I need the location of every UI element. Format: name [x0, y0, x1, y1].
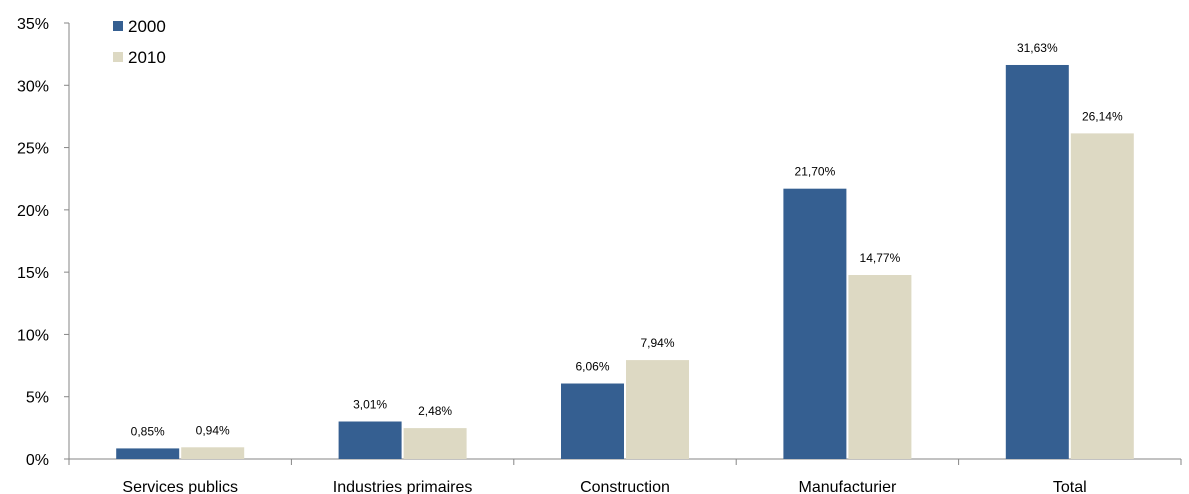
- data-label: 14,77%: [860, 251, 901, 265]
- x-axis-ticks: Services publics Industries primaires Cons…: [68, 459, 1182, 494]
- y-tick-label: 35%: [17, 16, 49, 33]
- bar-2010-1: [403, 428, 467, 459]
- bar-2010-2: [626, 360, 689, 459]
- y-tick-label: 5%: [26, 390, 49, 407]
- y-tick-label: 25%: [17, 141, 49, 158]
- legend: 2000 2010: [113, 17, 166, 67]
- bar-2000-2: [561, 383, 624, 459]
- y-tick-label: 0%: [26, 452, 49, 469]
- legend-swatch: [113, 52, 123, 62]
- data-label: 0,94%: [196, 423, 230, 437]
- data-label: 26,14%: [1082, 109, 1123, 123]
- x-category-label: Manufacturier: [798, 479, 896, 494]
- legend-label: 2010: [128, 48, 166, 67]
- bar-2000-4: [1005, 64, 1069, 460]
- x-category-label: Industries primaires: [333, 479, 473, 494]
- data-label: 3,01%: [353, 398, 387, 412]
- data-label: 21,70%: [795, 165, 836, 179]
- x-category-label: Construction: [580, 479, 670, 494]
- data-label: 6,06%: [575, 360, 609, 374]
- bar-2000-0: [116, 448, 180, 459]
- bar-2000-3: [783, 188, 847, 459]
- data-label: 2,48%: [418, 404, 452, 418]
- x-category-label: Services publics: [122, 479, 238, 494]
- axes: [68, 23, 1181, 460]
- y-tick-label: 15%: [17, 265, 49, 282]
- data-labels: 0,85% 0,94% 3,01% 2,48% 6,06% 7,94% 21,70% 14,7…: [131, 41, 1123, 438]
- bar-2010-4: [1070, 133, 1134, 459]
- bar-2000-1: [338, 421, 402, 459]
- legend-swatch: [113, 21, 123, 31]
- data-label: 0,85%: [131, 424, 165, 438]
- bar-2010-0: [181, 447, 245, 459]
- y-tick-label: 30%: [17, 78, 49, 95]
- y-tick-label: 10%: [17, 327, 49, 344]
- data-label: 7,94%: [640, 336, 674, 350]
- y-axis-ticks: 0% 5% 10% 15% 20% 25% 30% 35%: [17, 16, 69, 469]
- data-label: 31,63%: [1017, 41, 1058, 55]
- bar-2010-3: [848, 275, 912, 459]
- y-tick-label: 20%: [17, 203, 49, 220]
- legend-label: 2000: [128, 17, 166, 36]
- bars: [116, 64, 1134, 460]
- x-category-label: Total: [1053, 479, 1087, 494]
